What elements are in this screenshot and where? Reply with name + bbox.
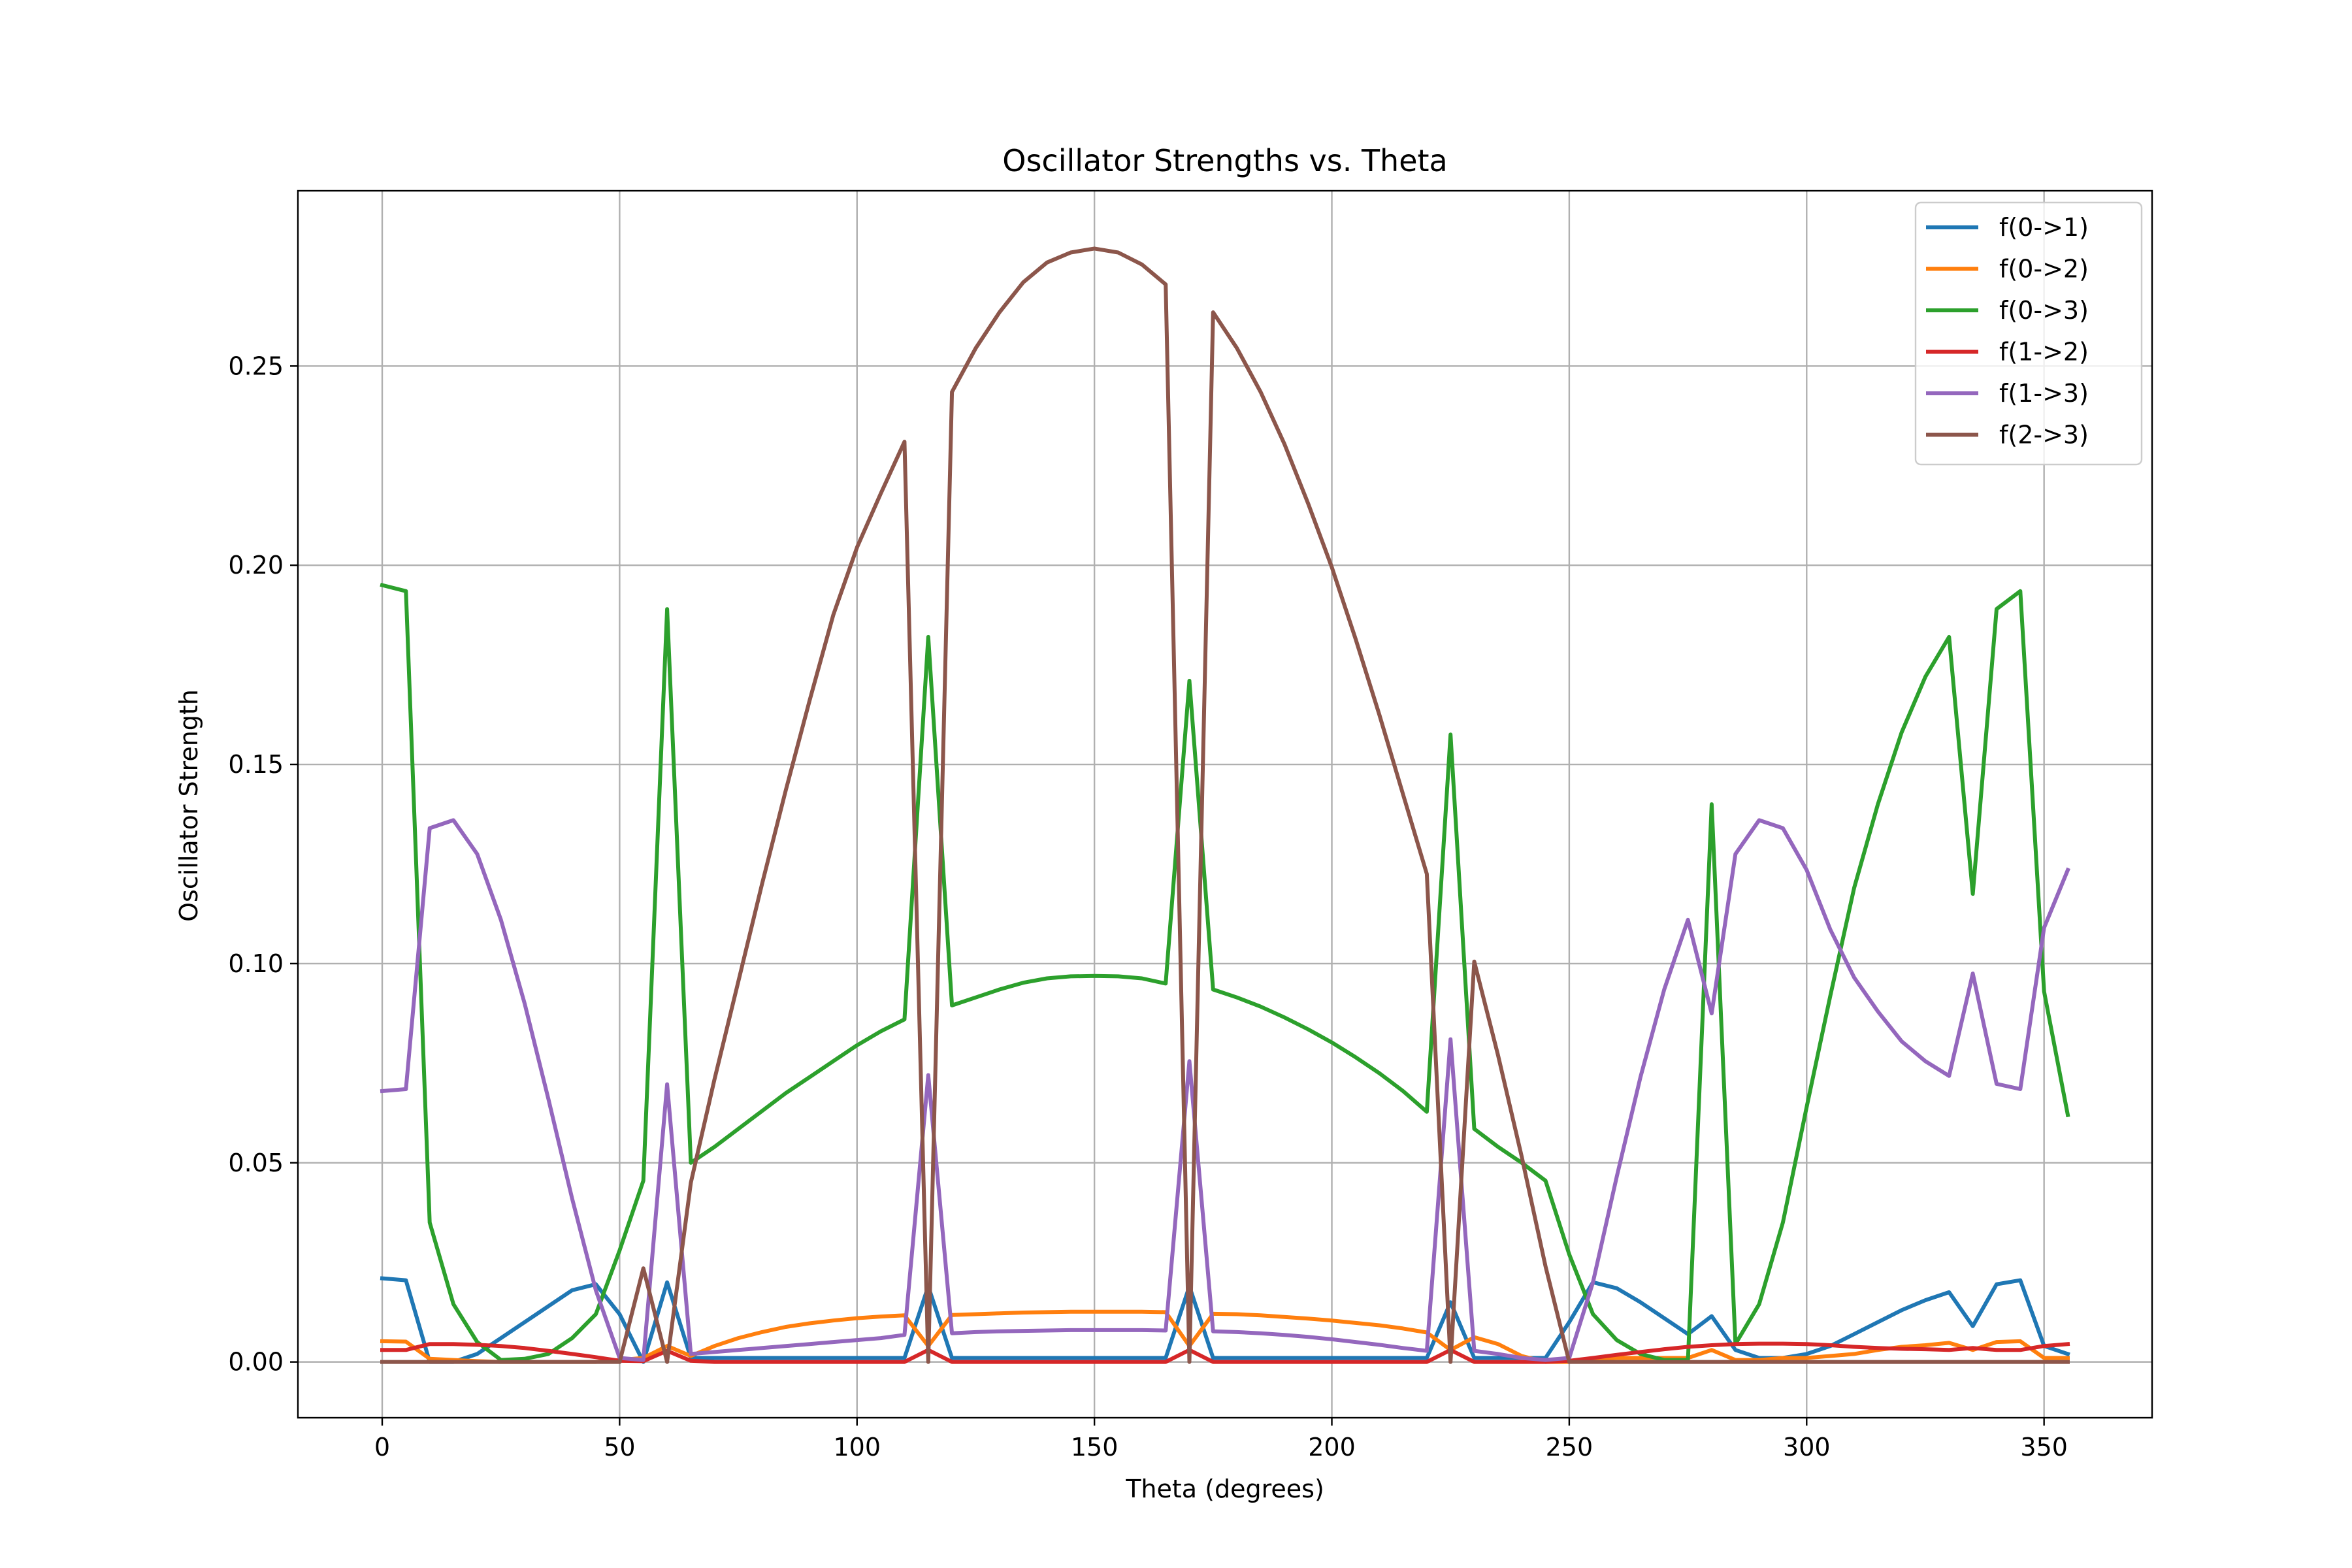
- x-tick-label: 100: [833, 1433, 881, 1462]
- legend-label: f(2->3): [1999, 421, 2089, 449]
- x-tick-label: 200: [1308, 1433, 1356, 1462]
- legend-label: f(0->2): [1999, 255, 2089, 284]
- x-axis-label: Theta (degrees): [1125, 1475, 1324, 1503]
- y-tick-label: 0.05: [228, 1149, 284, 1177]
- x-tick-label: 350: [2020, 1433, 2068, 1462]
- y-tick-label: 0.25: [228, 351, 284, 380]
- y-tick-label: 0.10: [228, 949, 284, 978]
- x-tick-label: 50: [604, 1433, 635, 1462]
- series-lines: [380, 246, 2070, 1364]
- x-tick-label: 150: [1071, 1433, 1119, 1462]
- legend: f(0->1) f(0->2) f(0->3) f(1->2) f(1->3) f(2->…: [1914, 201, 2143, 466]
- y-axis-ticks: 0.00 0.05 0.10 0.15 0.20 0.25: [228, 351, 298, 1377]
- y-axis-label: Oscillator Strength: [174, 689, 203, 922]
- x-axis-ticks: 0 50 100 150 200 250 300 350: [374, 1418, 2068, 1462]
- y-tick-label: 0.00: [228, 1348, 284, 1377]
- x-tick-label: 250: [1546, 1433, 1593, 1462]
- legend-label: f(0->1): [1999, 213, 2089, 242]
- series-line-5: [380, 246, 2070, 1364]
- series-line-4: [380, 818, 2070, 1362]
- y-tick-label: 0.15: [228, 750, 284, 779]
- chart-title: Oscillator Strengths vs. Theta: [1002, 143, 1448, 178]
- y-tick-label: 0.20: [228, 551, 284, 580]
- series-line-2: [380, 582, 2070, 1362]
- legend-label: f(0->3): [1999, 296, 2089, 325]
- legend-label: f(1->3): [1999, 379, 2089, 408]
- x-tick-label: 300: [1783, 1433, 1831, 1462]
- x-tick-label: 0: [374, 1433, 390, 1462]
- legend-label: f(1->2): [1999, 338, 2089, 367]
- plot-frame: [297, 189, 2153, 1419]
